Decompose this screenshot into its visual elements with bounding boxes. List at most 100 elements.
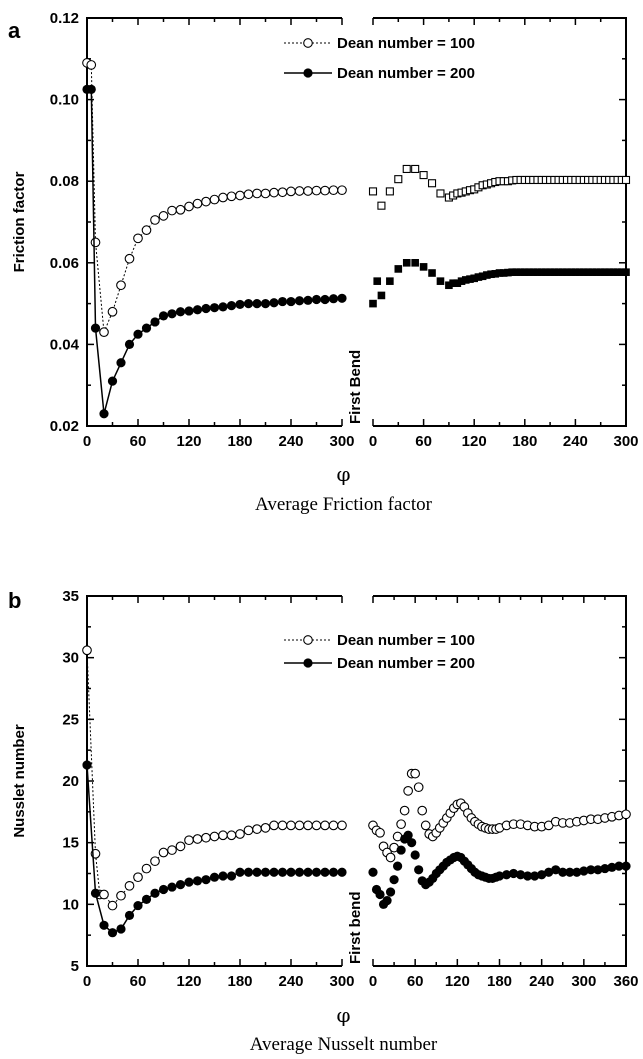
data-point <box>494 871 505 881</box>
left-axis-frame <box>86 17 342 427</box>
data-point <box>337 185 347 196</box>
data-point <box>399 805 410 816</box>
data-point <box>407 838 417 848</box>
data-point <box>449 279 457 287</box>
data-point <box>614 861 624 871</box>
data-point <box>571 268 580 276</box>
y-tick-label: 20 <box>62 773 79 790</box>
data-point <box>311 867 322 877</box>
data-point <box>218 302 228 312</box>
x-tick-label: 120 <box>462 433 487 450</box>
data-point <box>260 188 271 199</box>
data-point <box>209 831 220 842</box>
data-point <box>586 865 596 875</box>
panel-letter: a <box>8 18 21 43</box>
data-point <box>328 185 339 196</box>
data-point <box>402 259 411 267</box>
data-point <box>260 823 271 833</box>
data-point <box>385 887 396 897</box>
data-point <box>252 299 262 309</box>
data-point <box>621 809 631 820</box>
data-point <box>546 268 554 276</box>
data-point <box>504 268 512 277</box>
data-point <box>277 820 288 831</box>
legend-marker <box>303 635 313 645</box>
data-point <box>235 867 245 877</box>
data-point <box>124 910 135 921</box>
data-point <box>158 847 169 858</box>
data-point <box>218 871 228 881</box>
data-point <box>124 880 135 891</box>
x-tick-label: 120 <box>176 433 201 450</box>
legend-label: Dean number = 100 <box>337 35 475 52</box>
data-point <box>385 852 396 863</box>
data-point <box>508 268 516 276</box>
legend: Dean number = 100 Dean number = 200 <box>284 35 475 82</box>
data-point <box>90 323 101 333</box>
data-point <box>184 877 194 887</box>
y-tick-label: 0.12 <box>50 10 79 27</box>
data-point <box>411 164 420 174</box>
data-point <box>403 786 413 796</box>
x-tick-label: 180 <box>227 433 252 450</box>
series-left-filled-circle <box>82 84 347 419</box>
data-point <box>521 268 529 276</box>
data-point <box>124 253 135 264</box>
data-point <box>311 185 322 196</box>
data-point <box>396 845 406 855</box>
data-point <box>337 820 347 831</box>
data-point <box>150 856 160 867</box>
data-point <box>269 187 279 198</box>
data-point <box>150 888 160 898</box>
data-point <box>158 211 169 221</box>
data-point <box>474 273 483 281</box>
data-point <box>141 323 152 333</box>
data-point <box>116 890 126 901</box>
data-point <box>420 820 431 831</box>
data-point <box>311 820 322 831</box>
data-point <box>516 268 525 276</box>
data-point <box>320 185 330 196</box>
x-tick-label: 240 <box>529 973 554 990</box>
data-point <box>428 269 436 277</box>
data-point <box>445 281 453 290</box>
data-point <box>99 920 109 930</box>
data-point <box>158 311 169 321</box>
first-bend-label: First Bend <box>347 350 364 424</box>
data-point <box>572 867 582 877</box>
data-point <box>550 268 559 276</box>
data-point <box>320 294 330 305</box>
data-point <box>294 296 305 306</box>
data-point <box>218 192 228 203</box>
data-point <box>252 867 262 877</box>
series-right-filled-square <box>369 259 630 308</box>
x-tick-label: 360 <box>613 973 638 990</box>
data-point <box>394 265 403 273</box>
data-point <box>523 871 533 881</box>
data-point <box>90 888 101 898</box>
data-point <box>252 824 262 834</box>
data-point <box>116 358 126 368</box>
data-point <box>150 215 160 225</box>
data-point <box>537 870 547 880</box>
data-point <box>99 409 109 419</box>
data-point <box>82 760 92 770</box>
data-point <box>389 875 399 885</box>
x-tick-label: 0 <box>83 433 91 450</box>
data-point <box>192 305 203 315</box>
data-point <box>410 768 421 779</box>
x-tick-label: 60 <box>415 433 432 450</box>
data-point <box>286 186 296 197</box>
data-point <box>607 862 617 872</box>
data-point <box>328 820 339 831</box>
data-point <box>184 835 194 846</box>
y-tick-label: 5 <box>71 958 79 975</box>
data-point <box>617 268 626 276</box>
data-point <box>382 896 392 906</box>
data-point <box>260 299 271 309</box>
data-point <box>277 296 288 307</box>
data-point <box>243 189 254 200</box>
y-tick-label: 10 <box>62 896 79 913</box>
y-tick-label: 15 <box>62 835 79 852</box>
data-point <box>192 876 203 886</box>
